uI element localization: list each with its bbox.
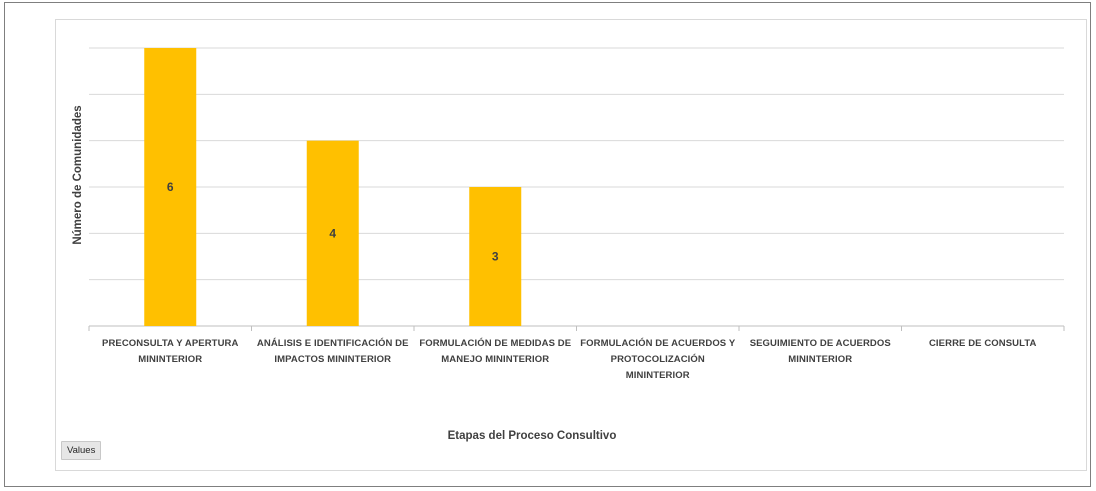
data-label: 6 xyxy=(167,180,174,194)
data-labels: 6 4 3 xyxy=(167,180,499,264)
data-label: 4 xyxy=(329,226,336,240)
x-tick-label: CIERRE DE CONSULTA xyxy=(928,338,1037,349)
bar-3 xyxy=(469,187,522,326)
x-tick-label: PRECONSULTA Y APERTURA MININTERIOR xyxy=(102,338,239,365)
bar-2 xyxy=(306,140,359,326)
data-label: 3 xyxy=(492,250,499,264)
y-axis-title: Número de Comunidades xyxy=(72,105,84,245)
x-tick-label: FORMULACIÓN DE MEDIDAS DE MANEJO MININTE… xyxy=(419,338,572,365)
x-tick-label: SEGUIMIENTO DE ACUERDOS MININTERIOR xyxy=(749,338,891,365)
values-field-button[interactable]: Values xyxy=(61,441,102,460)
chart-area xyxy=(55,19,1087,471)
x-tick-label: FORMULACIÓN DE ACUERDOS Y PROTOCOLIZACIÓ… xyxy=(580,338,736,381)
gridlines xyxy=(88,47,1065,331)
x-tick-label: ANÁLISIS E IDENTIFICACIÓN DE IMPACTOS MI… xyxy=(256,338,409,365)
x-axis-title: Etapas del Proceso Consultivo xyxy=(447,430,617,442)
bar-1 xyxy=(144,48,197,326)
bars xyxy=(144,48,522,326)
